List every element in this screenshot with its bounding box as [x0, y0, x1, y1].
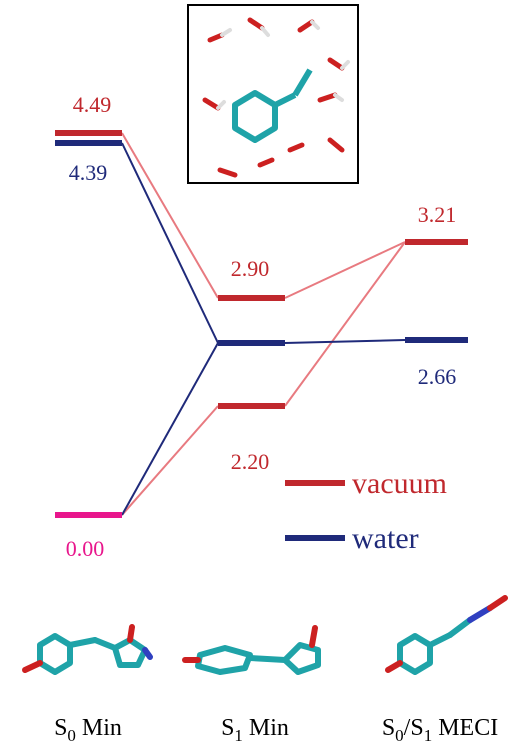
- column-label: S1 Min: [221, 715, 289, 745]
- legend-label: water: [352, 522, 419, 555]
- label-part: /S: [404, 715, 424, 741]
- solvent-inset: [188, 5, 358, 183]
- level-label: 2.66: [418, 364, 457, 389]
- page: 4.49 4.39 0.00 2.90 2.20 3.21 2.66 vacuu…: [0, 0, 532, 751]
- molecules: [25, 598, 505, 672]
- label-part: S: [54, 715, 67, 741]
- level-label: 4.39: [69, 160, 108, 185]
- subscript: 1: [234, 726, 243, 745]
- subscript: 0: [67, 726, 76, 745]
- subscript: 1: [424, 726, 433, 745]
- level-label: 4.49: [73, 92, 112, 117]
- level-label: 0.00: [66, 536, 105, 561]
- label-part: S: [221, 715, 234, 741]
- level-label: 3.21: [418, 202, 457, 227]
- subscript: 0: [395, 726, 404, 745]
- label-part: Min: [243, 715, 289, 741]
- label-part: MECI: [432, 715, 498, 741]
- level-label: 2.90: [231, 256, 270, 281]
- column-label: S0 Min: [54, 715, 122, 745]
- label-part: Min: [76, 715, 122, 741]
- column-label: S0/S1 MECI: [382, 715, 498, 745]
- legend-label: vacuum: [352, 467, 447, 500]
- energy-diagram: 4.49 4.39 0.00 2.90 2.20 3.21 2.66 vacuu…: [0, 0, 532, 751]
- label-part: S: [382, 715, 395, 741]
- level-label: 2.20: [231, 449, 270, 474]
